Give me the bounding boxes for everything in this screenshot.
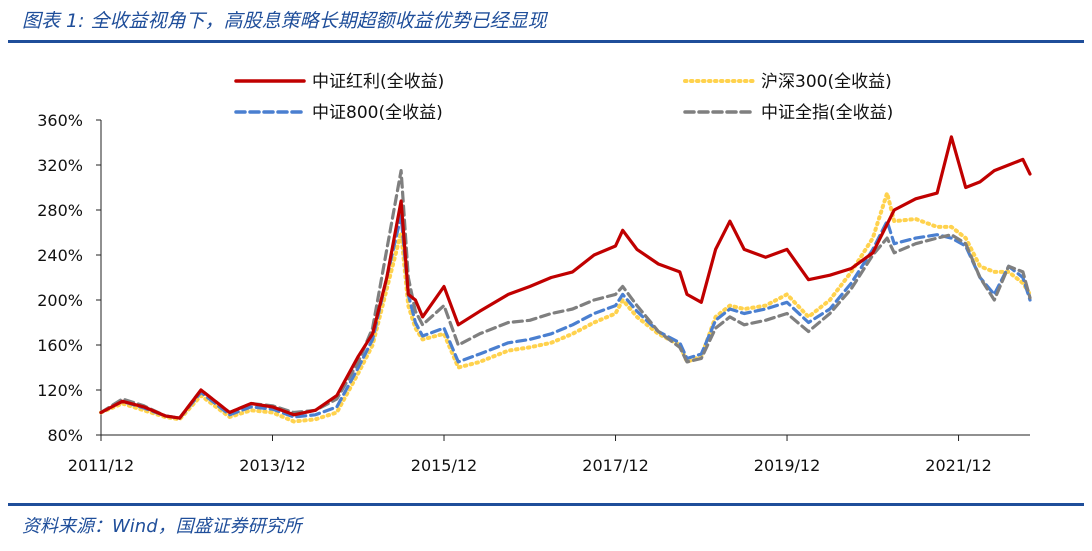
legend-label-2: 沪深300(全收益) <box>761 72 892 92</box>
y-tick-label: 160% <box>37 336 83 355</box>
x-tick-label: 2011/12 <box>68 456 134 475</box>
source-note: 资料来源：Wind，国盛证券研究所 <box>22 516 302 537</box>
y-tick-label: 200% <box>37 291 83 310</box>
x-tick-label: 2019/12 <box>754 456 820 475</box>
legend-label-4: 中证全指(全收益) <box>761 103 893 123</box>
line-chart: 80% 120% 160% 200% 240% 280% 320% 360% 2011/12 20… <box>37 72 1032 475</box>
legend-label-1: 中证红利(全收益) <box>312 72 444 92</box>
chart-legend: 中证红利(全收益) 沪深300(全收益) 中证800(全收益) 中证全指(全收益) <box>234 72 893 123</box>
series-line-3 <box>99 214 1032 420</box>
x-tick-label: 2015/12 <box>411 456 477 475</box>
figure-header: 图表 1: 全收益视角下，高股息策略长期超额收益优势已经显现 <box>0 0 1092 44</box>
y-tick-label: 120% <box>37 381 83 400</box>
figure-title: 图表 1: 全收益视角下，高股息策略长期超额收益优势已经显现 <box>22 10 547 32</box>
x-tick-label: 2013/12 <box>239 456 305 475</box>
y-tick-label: 280% <box>37 201 83 220</box>
y-tick-label: 80% <box>47 426 83 445</box>
legend-label-3: 中证800(全收益) <box>312 103 443 123</box>
header-rule <box>8 40 1084 43</box>
y-tick-label: 240% <box>37 246 83 265</box>
y-tick-label: 360% <box>37 111 83 130</box>
footer-rule <box>8 503 1084 506</box>
chart-axes: 80% 120% 160% 200% 240% 280% 320% 360% 2011/12 20… <box>37 111 1030 475</box>
chart-series <box>99 135 1032 424</box>
x-tick-label: 2021/12 <box>925 456 991 475</box>
y-tick-label: 320% <box>37 156 83 175</box>
x-tick-label: 2017/12 <box>582 456 648 475</box>
series-line-2 <box>99 191 1032 424</box>
series-line-1 <box>99 135 1032 420</box>
